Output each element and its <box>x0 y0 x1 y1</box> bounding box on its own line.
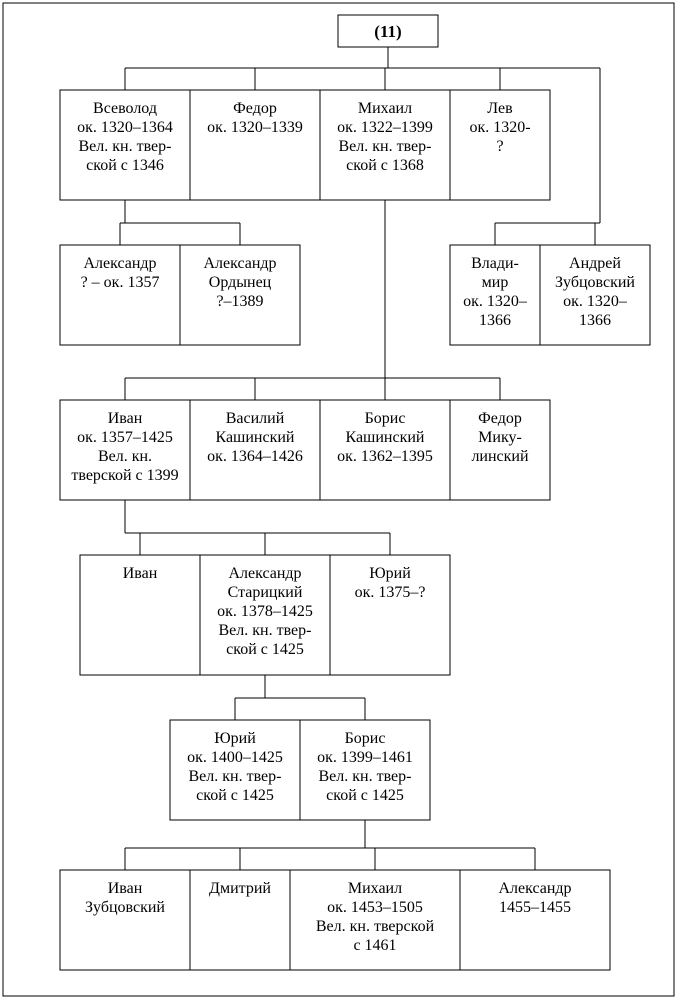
svg-text:Вел. кн.: Вел. кн. <box>98 448 152 465</box>
svg-text:Александр: Александр <box>228 565 301 582</box>
svg-text:Мику-: Мику- <box>478 429 522 446</box>
svg-text:Александр: Александр <box>83 255 156 272</box>
svg-text:ок. 1320-: ок. 1320- <box>469 119 530 136</box>
svg-text:ок. 1400–1425: ок. 1400–1425 <box>187 749 283 766</box>
svg-text:Вел. кн. твер-: Вел. кн. твер- <box>219 622 312 639</box>
svg-text:Дмитрий: Дмитрий <box>209 880 271 897</box>
svg-text:ок. 1320–: ок. 1320– <box>463 293 528 310</box>
svg-text:ок. 1375–?: ок. 1375–? <box>355 584 426 601</box>
svg-text:ской с 1425: ской с 1425 <box>326 787 404 804</box>
svg-text:тверской с 1399: тверской с 1399 <box>71 467 178 484</box>
svg-text:Вел. кн. твер-: Вел. кн. твер- <box>79 138 172 155</box>
svg-text:Всеволод: Всеволод <box>93 100 157 117</box>
genealogy-tree: (11) Всеволод ок. 1320–1364 Вел. кн. твер-с… <box>0 0 677 999</box>
svg-text:Андрей: Андрей <box>569 255 621 272</box>
svg-text:1455–1455: 1455–1455 <box>499 899 571 916</box>
svg-text:Михаил: Михаил <box>348 880 402 897</box>
svg-text:Иван: Иван <box>123 565 158 582</box>
svg-text:Вел. кн. тверской: Вел. кн. тверской <box>316 918 435 935</box>
svg-text:ской с 1346: ской с 1346 <box>86 157 164 174</box>
svg-text:Вел. кн. твер-: Вел. кн. твер- <box>189 768 282 785</box>
svg-text:(11): (11) <box>374 22 401 41</box>
svg-text:ок. 1362–1395: ок. 1362–1395 <box>337 448 433 465</box>
svg-text:ок. 1364–1426: ок. 1364–1426 <box>207 448 303 465</box>
svg-text:Кашинский: Кашинский <box>345 429 424 446</box>
svg-text:Федор: Федор <box>478 410 522 427</box>
svg-text:ской с 1425: ской с 1425 <box>226 641 304 658</box>
svg-text:ок. 1322–1399: ок. 1322–1399 <box>337 119 433 136</box>
svg-text:Федор: Федор <box>233 100 277 117</box>
svg-text:1366: 1366 <box>579 312 611 329</box>
svg-text:? – ок. 1357: ? – ок. 1357 <box>81 274 160 291</box>
svg-text:мир: мир <box>482 274 509 291</box>
svg-text:Вел. кн. твер-: Вел. кн. твер- <box>339 138 432 155</box>
svg-text:с 1461: с 1461 <box>353 937 396 954</box>
svg-text:ок. 1399–1461: ок. 1399–1461 <box>317 749 413 766</box>
svg-text:ок. 1453–1505: ок. 1453–1505 <box>327 899 423 916</box>
svg-text:Иван: Иван <box>108 880 143 897</box>
svg-text:ской с 1425: ской с 1425 <box>196 787 274 804</box>
svg-text:Зубцовский: Зубцовский <box>85 899 165 916</box>
svg-text:Старицкий: Старицкий <box>228 584 303 601</box>
svg-text:Лев: Лев <box>487 100 513 117</box>
svg-text:?–1389: ?–1389 <box>216 293 263 310</box>
svg-text:1366: 1366 <box>479 312 511 329</box>
svg-text:линский: линский <box>471 448 529 465</box>
svg-text:Кашинский: Кашинский <box>215 429 294 446</box>
svg-text:Александр: Александр <box>203 255 276 272</box>
svg-text:Василий: Василий <box>226 410 285 427</box>
svg-text:ок. 1320–: ок. 1320– <box>563 293 628 310</box>
svg-text:Ордынец: Ордынец <box>209 274 272 291</box>
svg-text:Борис: Борис <box>345 730 386 747</box>
svg-text:ок. 1378–1425: ок. 1378–1425 <box>217 603 313 620</box>
svg-text:Иван: Иван <box>108 410 143 427</box>
svg-text:?: ? <box>496 138 503 155</box>
svg-text:ской с 1368: ской с 1368 <box>346 157 424 174</box>
svg-text:Влади-: Влади- <box>471 255 519 272</box>
svg-text:ок. 1357–1425: ок. 1357–1425 <box>77 429 173 446</box>
svg-text:Юрий: Юрий <box>369 565 411 582</box>
svg-text:ок. 1320–1339: ок. 1320–1339 <box>207 119 303 136</box>
svg-text:Борис: Борис <box>365 410 406 427</box>
svg-text:Александр: Александр <box>498 880 571 897</box>
svg-text:Зубцовский: Зубцовский <box>555 274 635 291</box>
svg-text:ок. 1320–1364: ок. 1320–1364 <box>77 119 173 136</box>
svg-text:Юрий: Юрий <box>214 730 256 747</box>
svg-text:Вел. кн. твер-: Вел. кн. твер- <box>319 768 412 785</box>
svg-text:Михаил: Михаил <box>358 100 412 117</box>
